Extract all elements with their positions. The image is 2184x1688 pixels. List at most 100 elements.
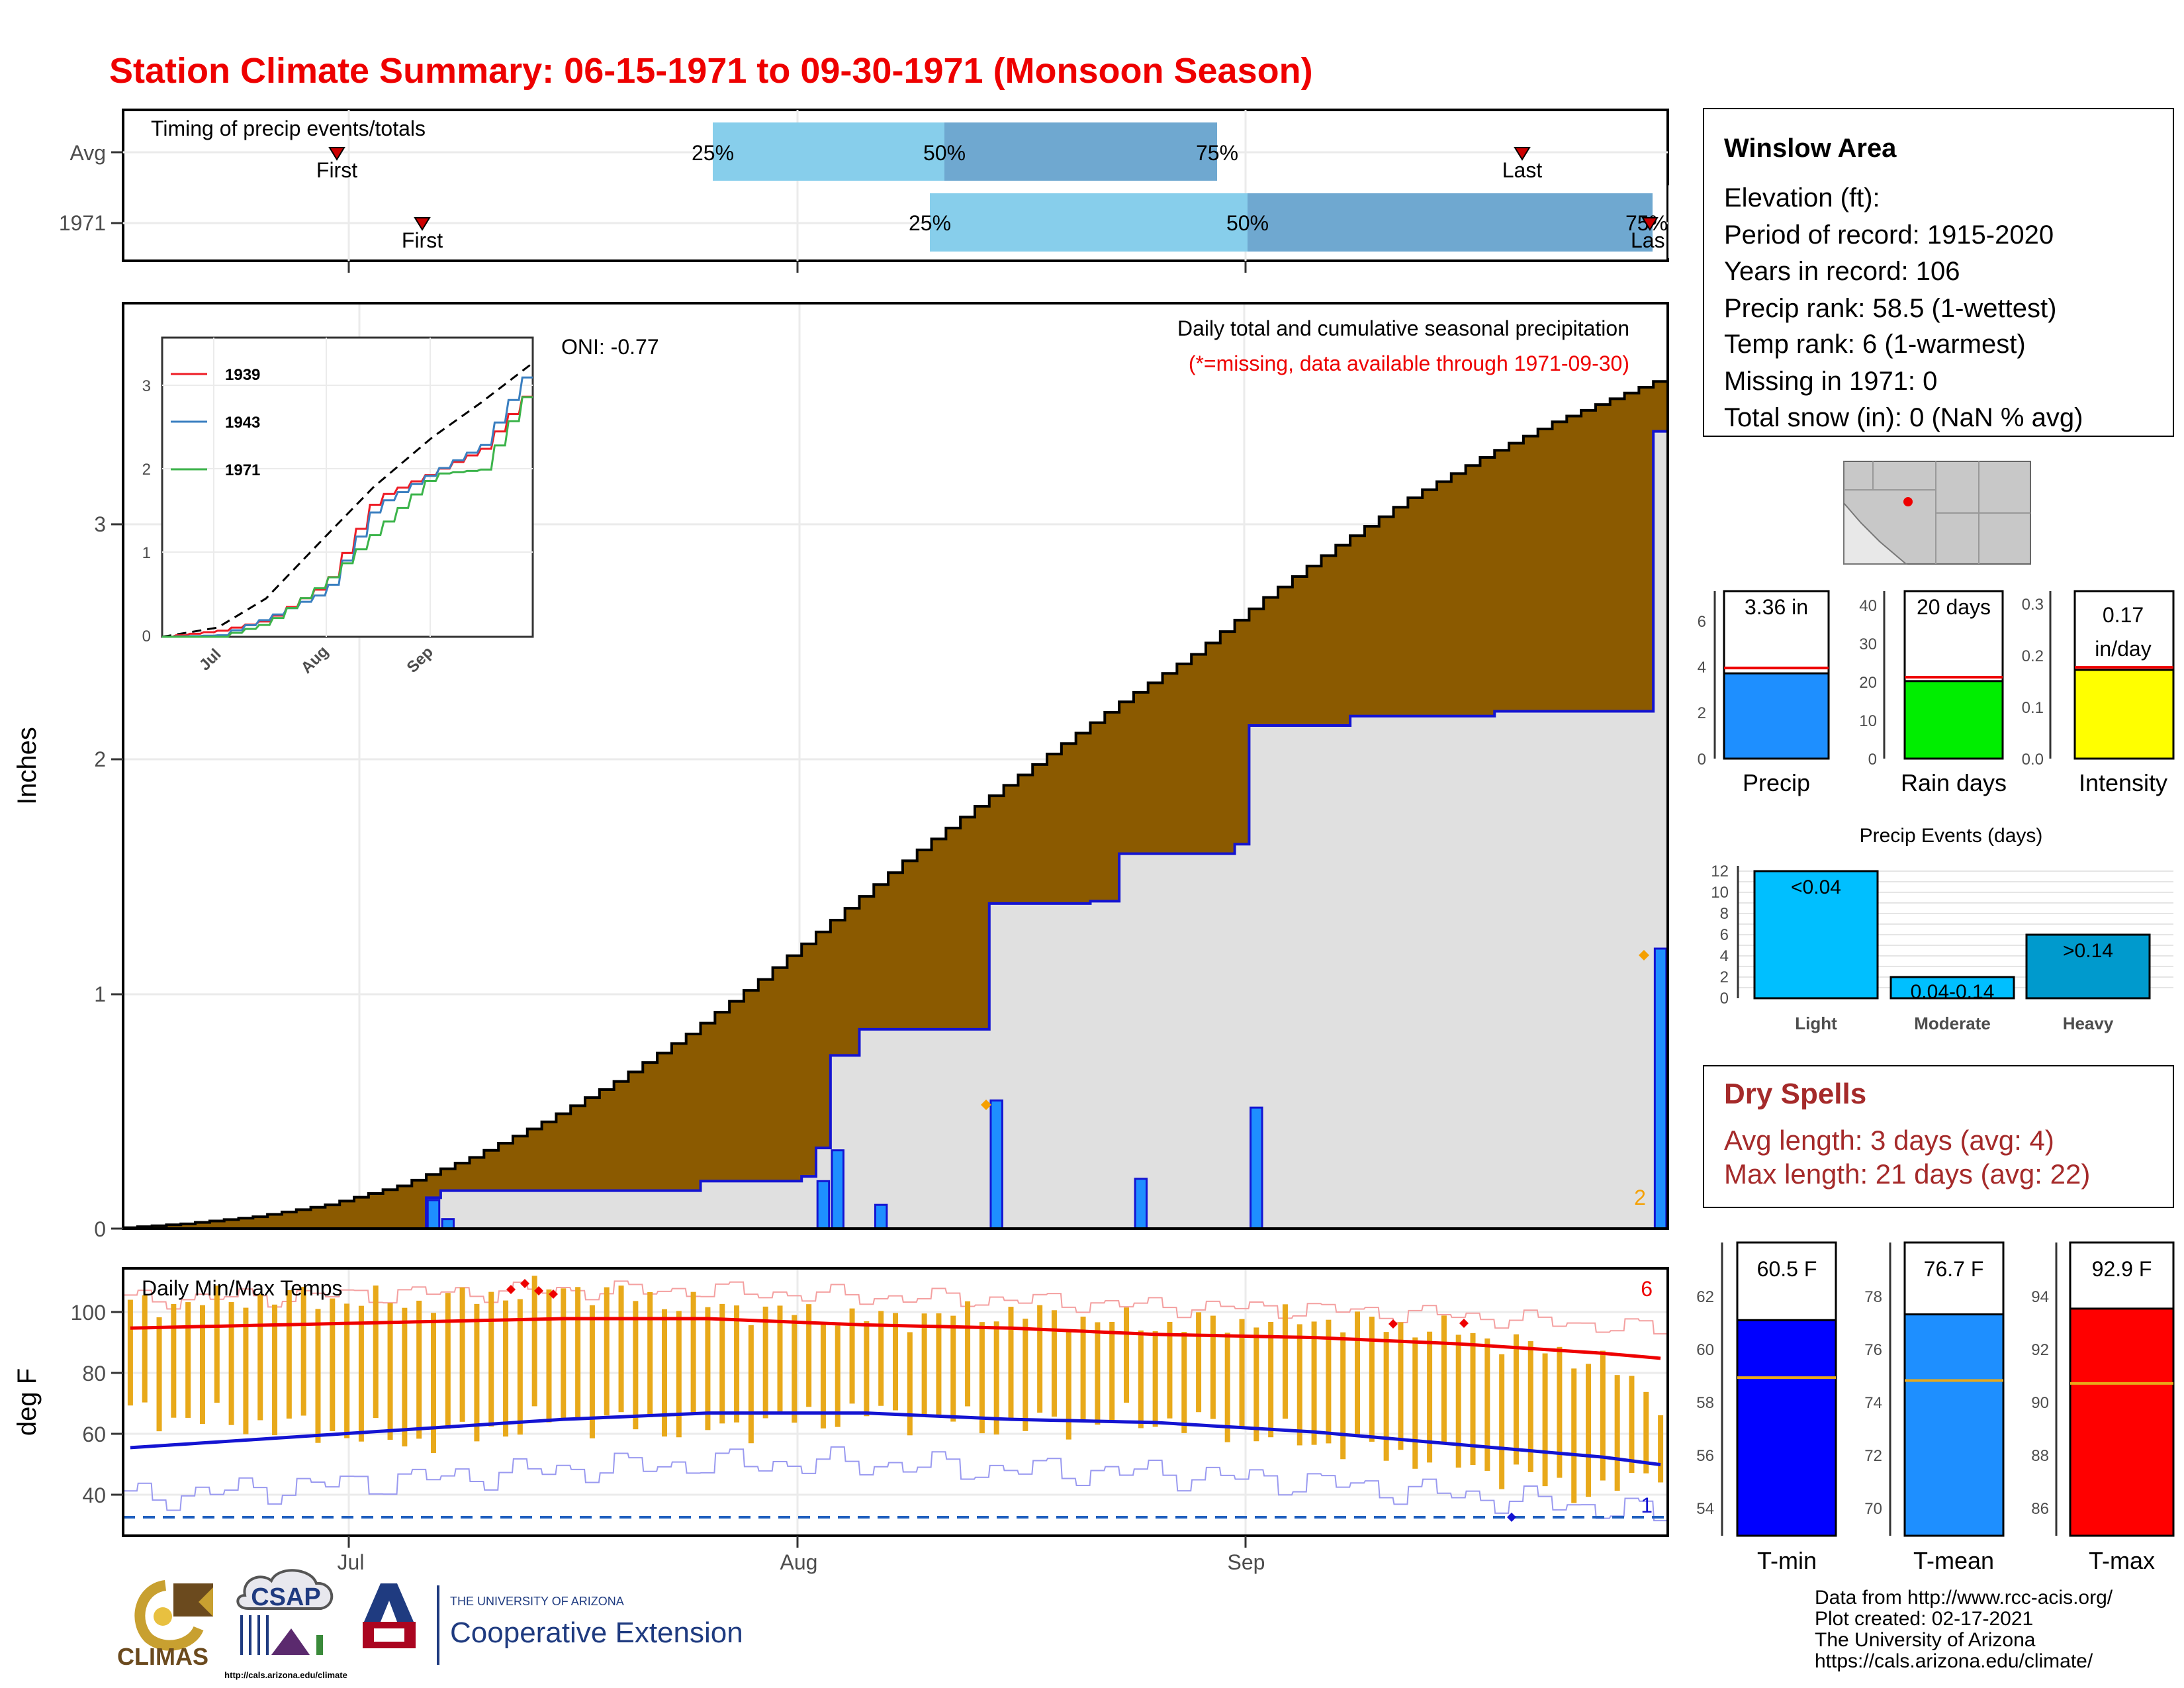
- daily-temp-range-bar: [358, 1305, 364, 1442]
- daily-temp-range-bar: [993, 1321, 999, 1435]
- daily-temp-range-bar: [705, 1307, 711, 1430]
- daily-temp-range-bar: [1224, 1333, 1230, 1442]
- daily-temp-range-bar: [1600, 1350, 1606, 1481]
- daily-temp-range-bar: [387, 1303, 393, 1440]
- station-name: Winslow Area: [1724, 134, 1897, 163]
- daily-temp-range-bar: [373, 1285, 379, 1419]
- daily-temp-range-bar: [661, 1309, 667, 1437]
- precip-mini-ytick: 4: [1698, 659, 1706, 677]
- daily-temp-range-bar: [1326, 1319, 1332, 1444]
- daily-temp-range-bar: [1398, 1322, 1404, 1450]
- tmax-bar: [2069, 1307, 2175, 1537]
- timing-panel: Timing of precip events/totals Avg 1971 …: [59, 109, 1708, 273]
- y1971-last-label: Las: [1631, 228, 1665, 252]
- daily-temp-range-bar: [546, 1289, 552, 1423]
- daily-temp-range-bar: [690, 1291, 696, 1413]
- record-markers: [506, 1279, 1516, 1522]
- avg-min-line: [130, 1411, 1661, 1467]
- tmin-bar: [1736, 1319, 1837, 1537]
- climas-logo: CLIMAS: [117, 1580, 213, 1670]
- tmin-ytick: 62: [1696, 1288, 1714, 1306]
- raindays-mini-ytick: 20: [1859, 674, 1877, 692]
- events-ytick: 12: [1711, 863, 1729, 880]
- events-ytick: 0: [1720, 990, 1729, 1008]
- daily-temp-range-bar: [156, 1317, 162, 1432]
- ua-cooperative-extension: Cooperative Extension: [450, 1617, 743, 1649]
- daily-temp-range-bar: [1066, 1331, 1071, 1440]
- tmax-ytick: 90: [2031, 1394, 2049, 1412]
- daily-precip-bars: [426, 947, 1668, 1230]
- daily-temp-range-bar: [921, 1313, 927, 1415]
- raindays-mini-ytick: 0: [1868, 751, 1877, 769]
- precip-mini-xlabel: Precip: [1743, 769, 1810, 796]
- daily-precip-bar: [989, 1099, 1003, 1230]
- daily-temp-range-bar: [792, 1315, 797, 1423]
- events-xtick-heavy: Heavy: [2063, 1013, 2114, 1033]
- daily-temp-range-bar: [1311, 1321, 1317, 1445]
- light-bar-label: <0.04: [1791, 876, 1841, 898]
- university-of-arizona-logo: THE UNIVERSITY OF ARIZONA Cooperative Ex…: [363, 1583, 743, 1665]
- intensity-bar: [2073, 669, 2175, 760]
- inset-1943-line: [162, 376, 533, 638]
- tmax-ytick: 94: [2031, 1288, 2049, 1306]
- daily-temp-range-bar: [430, 1313, 436, 1453]
- timing-avg-q1-bar: [713, 122, 944, 181]
- avg-last-label: Last: [1502, 158, 1543, 182]
- events-ytick: 2: [1720, 968, 1729, 986]
- daily-temp-range-bar: [474, 1303, 480, 1442]
- events-title: Precip Events (days): [1860, 825, 2043, 847]
- daily-temp-range-bar: [950, 1315, 956, 1422]
- daily-temp-range-bar: [1152, 1331, 1158, 1427]
- daily-temp-range-bar: [719, 1303, 725, 1424]
- avg-first-marker: [328, 147, 345, 161]
- temperature-panel: Daily Min/Max Temps 6 1 40 60 80 100 deg…: [13, 1267, 1669, 1574]
- avg-p25-label: 25%: [692, 141, 734, 165]
- record-low-marker: [1507, 1513, 1516, 1522]
- tmin-ytick: 60: [1696, 1341, 1714, 1359]
- precip-yaxis: 0 1 2 3 Inches: [13, 512, 123, 1241]
- inset-ytick: 1: [142, 544, 151, 562]
- daily-precip-bar: [426, 1199, 441, 1230]
- record-high-line: [123, 1280, 1668, 1335]
- daily-temp-range-bar: [893, 1313, 898, 1411]
- daily-temp-range-bar: [1513, 1334, 1519, 1465]
- daily-temp-range-bar: [517, 1299, 523, 1435]
- rain-days-bar: [1903, 680, 2004, 760]
- temp-frame: [122, 1267, 1669, 1537]
- daily-temp-range-bar: [1355, 1311, 1361, 1435]
- daily-temp-range-bar: [979, 1322, 985, 1434]
- precip-ytick: 2: [94, 747, 106, 771]
- record-high-marker: [549, 1289, 558, 1299]
- missing-count: 2: [1634, 1186, 1646, 1209]
- csap-logo: CSAP http://cals.arizona.edu/climate: [224, 1569, 347, 1680]
- daily-precip-bar: [1134, 1178, 1148, 1230]
- tmean-xlabel: T-mean: [1913, 1547, 1994, 1574]
- daily-temp-range-bar: [676, 1311, 682, 1438]
- daily-temp-range-bar: [1441, 1315, 1447, 1444]
- tmean-ytick: 70: [1864, 1500, 1882, 1518]
- daily-temp-range-bar: [488, 1291, 494, 1427]
- daily-temp-range-bar: [344, 1303, 350, 1438]
- rain-days-label: 20 days: [1917, 595, 1991, 619]
- intensity-mini-ytick: 0.3: [2022, 596, 2044, 614]
- daily-temp-range-bar: [503, 1300, 509, 1437]
- tmax-ytick: 92: [2031, 1341, 2049, 1359]
- daily-temp-range-bar: [185, 1302, 191, 1418]
- events-ytick: 8: [1720, 905, 1729, 923]
- credit-line: Data from http://www.rcc-acis.org/: [1815, 1587, 2113, 1609]
- daily-temp-range-bar: [849, 1308, 855, 1404]
- daily-temp-range-bar: [1138, 1330, 1144, 1429]
- daily-temp-range-bar: [1167, 1321, 1173, 1419]
- station-info-line: Elevation (ft):: [1724, 183, 1880, 212]
- daily-temp-range-bar: [762, 1306, 768, 1419]
- daily-temp-range-bar: [330, 1298, 336, 1431]
- temp-ytick: 40: [82, 1483, 106, 1507]
- precip-markers: 2: [981, 950, 1649, 1209]
- precip-mini-ytick: 2: [1698, 704, 1706, 722]
- record-high-marker: [506, 1285, 516, 1294]
- raindays-mini-ytick: 30: [1859, 635, 1877, 653]
- daily-temp-range-bar: [878, 1311, 884, 1406]
- daily-temp-range-bar: [575, 1287, 581, 1418]
- daily-temp-range-bar: [835, 1325, 841, 1427]
